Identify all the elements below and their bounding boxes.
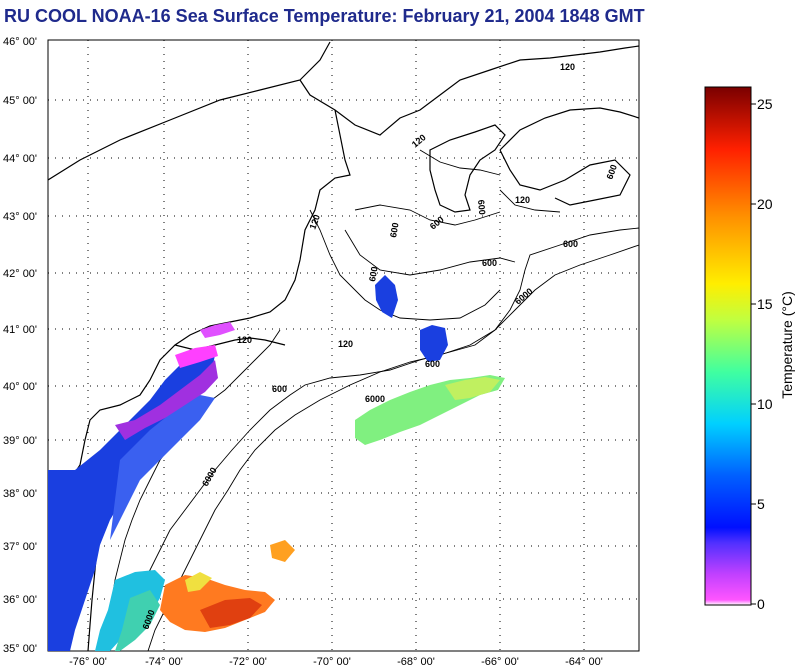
lat-label: 40° 00' [3, 381, 37, 393]
lat-label: 38° 00' [3, 488, 37, 500]
lat-label: 37° 00' [3, 541, 37, 553]
lon-label: -64° 00' [565, 656, 603, 668]
coastline-maritimes [429, 124, 506, 213]
lat-label: 46° 00' [3, 36, 37, 48]
lat-label: 39° 00' [3, 435, 37, 447]
lat-label: 42° 00' [3, 268, 37, 280]
colorbar: 25 20 15 10 5 0 Temperature (°C) [704, 86, 795, 612]
lon-label: -68° 00' [397, 656, 435, 668]
contour-label: 120 [237, 335, 252, 345]
colorbar-tick: 5 [757, 496, 765, 512]
contour-label: 120 [515, 195, 530, 205]
lon-label: -72° 00' [229, 656, 267, 668]
isobath-120 [107, 149, 561, 651]
isobath-6000 [147, 244, 639, 651]
colorbar-tick: 0 [757, 596, 765, 612]
contour-label: 120 [338, 339, 353, 349]
lat-label: 45° 00' [3, 95, 37, 107]
lon-label: -76° 00' [69, 656, 107, 668]
contour-label: 600 [604, 163, 619, 181]
lon-label: -74° 00' [145, 656, 183, 668]
lon-label: -70° 00' [313, 656, 351, 668]
lat-label: 41° 00' [3, 324, 37, 336]
latitude-axis: 46° 00' 45° 00' 44° 00' 43° 00' 42° 00' … [3, 36, 37, 655]
contour-label: 600 [272, 384, 287, 394]
longitude-axis: -76° 00' -74° 00' -72° 00' -70° 00' -68°… [69, 656, 603, 668]
contour-label: 600 [476, 199, 487, 215]
colorbar-tick: 25 [757, 96, 773, 112]
colorbar-title: Temperature (°C) [779, 291, 795, 399]
contour-label: 600 [563, 239, 578, 249]
colorbar-tick: 20 [757, 196, 773, 212]
map-title: RU COOL NOAA-16 Sea Surface Temperature:… [4, 6, 645, 26]
lon-label: -66° 00' [481, 656, 519, 668]
contour-label: 120 [307, 213, 322, 231]
lat-label: 43° 00' [3, 211, 37, 223]
lat-label: 44° 00' [3, 153, 37, 165]
contour-label: 600 [425, 359, 440, 369]
plot-frame [47, 39, 640, 652]
contour-label: 600 [388, 222, 400, 239]
lat-label: 35° 00' [3, 643, 37, 655]
contour-label: 600 [367, 266, 379, 283]
colorbar-tick: 15 [757, 296, 773, 312]
contour-label: 120 [560, 62, 575, 72]
contour-label: 6000 [365, 394, 385, 404]
sst-data [48, 275, 505, 651]
contour-label: 600 [482, 258, 497, 268]
lat-label: 36° 00' [3, 594, 37, 606]
colorbar-tick: 10 [757, 396, 773, 412]
colorbar-gradient [704, 86, 752, 606]
